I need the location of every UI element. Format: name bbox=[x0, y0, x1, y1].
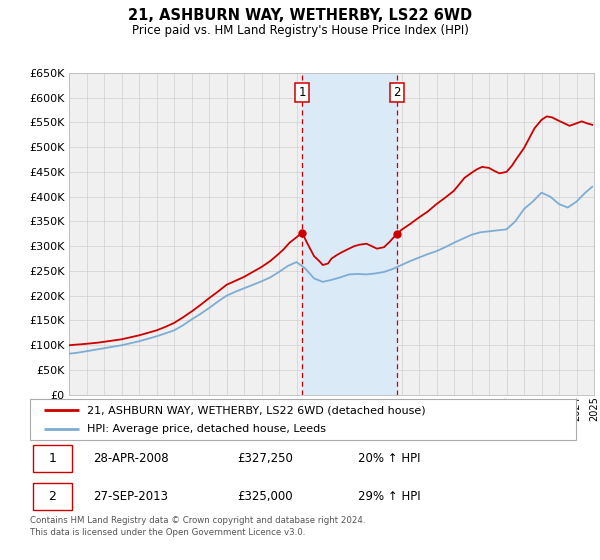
Bar bbox=[302, 73, 397, 395]
FancyBboxPatch shape bbox=[33, 483, 72, 510]
Text: 27-SEP-2013: 27-SEP-2013 bbox=[93, 490, 168, 503]
FancyBboxPatch shape bbox=[33, 445, 72, 472]
Text: 2: 2 bbox=[49, 490, 56, 503]
Text: 29% ↑ HPI: 29% ↑ HPI bbox=[358, 490, 420, 503]
Text: Price paid vs. HM Land Registry's House Price Index (HPI): Price paid vs. HM Land Registry's House … bbox=[131, 24, 469, 37]
Text: 2: 2 bbox=[393, 86, 401, 99]
Text: 21, ASHBURN WAY, WETHERBY, LS22 6WD (detached house): 21, ASHBURN WAY, WETHERBY, LS22 6WD (det… bbox=[88, 405, 426, 415]
Text: HPI: Average price, detached house, Leeds: HPI: Average price, detached house, Leed… bbox=[88, 424, 326, 433]
FancyBboxPatch shape bbox=[30, 399, 576, 440]
Text: Contains HM Land Registry data © Crown copyright and database right 2024.
This d: Contains HM Land Registry data © Crown c… bbox=[30, 516, 365, 537]
Text: 21, ASHBURN WAY, WETHERBY, LS22 6WD: 21, ASHBURN WAY, WETHERBY, LS22 6WD bbox=[128, 8, 472, 24]
Text: 28-APR-2008: 28-APR-2008 bbox=[93, 452, 169, 465]
Text: 1: 1 bbox=[49, 452, 56, 465]
Text: 1: 1 bbox=[298, 86, 306, 99]
Text: 20% ↑ HPI: 20% ↑ HPI bbox=[358, 452, 420, 465]
Text: £327,250: £327,250 bbox=[238, 452, 293, 465]
Text: £325,000: £325,000 bbox=[238, 490, 293, 503]
